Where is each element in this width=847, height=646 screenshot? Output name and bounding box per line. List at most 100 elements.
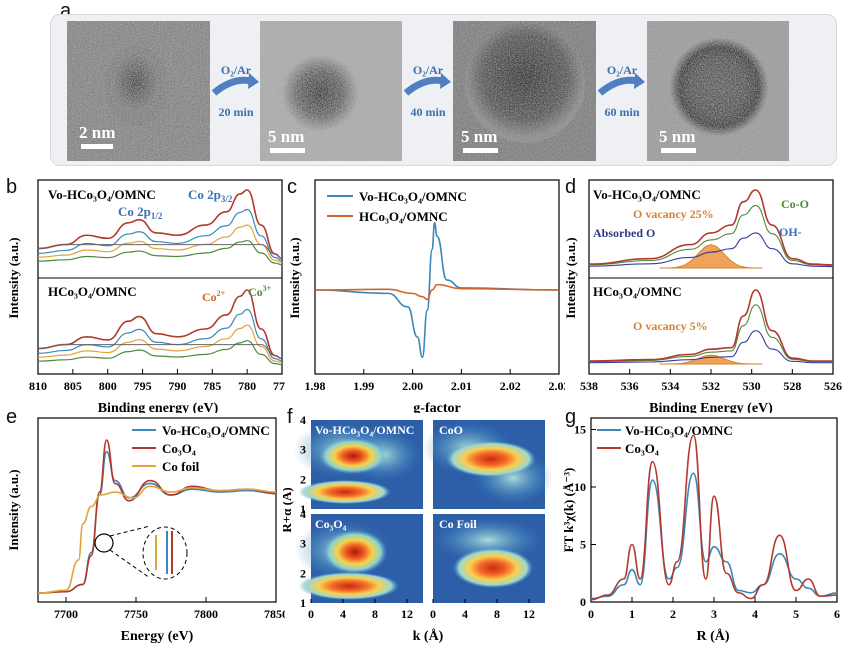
map-label: Co Foil [439, 517, 477, 531]
tem-image-3: 5 nm [453, 21, 596, 161]
y-axis-label: Intensity (a.u.) [563, 237, 578, 318]
y-axis-label: Intensity (a.u.) [6, 469, 21, 550]
y-tick-label: 0 [580, 595, 586, 609]
data-curve [588, 289, 834, 362]
x-tick-label: 2 [670, 607, 676, 621]
legend-label: Vo-HCo₃O₄/OMNC [625, 423, 733, 438]
y-tick-label: 2 [300, 566, 306, 580]
annotation-o-vacancy: O vacancy 25% [633, 207, 714, 221]
arrow-icon [597, 73, 645, 96]
legend-label: Vo-HCo₃O₄/OMNC [162, 423, 270, 438]
arrow-gas-label: O₂/Ar [606, 63, 638, 77]
wavelet-map-coo: CoO [423, 420, 553, 509]
y-axis-label: Intensity (a.u.) [6, 237, 21, 318]
x-tick-label: 7700 [54, 607, 78, 621]
x-tick-label: 1.98 [305, 379, 326, 393]
x-tick-label: 528 [783, 379, 801, 393]
arrow-time-label: 20 min [218, 105, 254, 119]
scale-bar [270, 148, 305, 153]
x-tick-label: 810 [29, 379, 47, 393]
tem-panel: 2 nm 5 nm 5 nm [50, 14, 837, 166]
arrow-gas-label: O₂/Ar [412, 63, 444, 77]
x-tick-label: 532 [702, 379, 720, 393]
annotation-co3: Co3+ [248, 284, 272, 299]
baseline [37, 244, 283, 260]
x-axis-label: Binding energy (eV) [98, 401, 219, 413]
scale-bar [661, 148, 696, 153]
x-tick-label: 534 [661, 379, 679, 393]
y-tick-label: 3 [300, 537, 306, 551]
arrow-time-label: 40 min [410, 105, 446, 119]
chart-f: Vo-HCo₃O₄/OMNC CoO Co₃O₄ Co Foil 0 4 8 12 0 4… [283, 413, 553, 644]
x-axis-label: g-factor [413, 401, 460, 413]
x-tick-label: 4 [752, 607, 758, 621]
baseline [37, 344, 283, 360]
x-tick-label: 2.00 [402, 379, 423, 393]
x-tick-label: 6 [834, 607, 840, 621]
x-tick-label: 8 [494, 607, 500, 621]
scale-label: 2 nm [79, 123, 116, 142]
x-tick-label: 530 [743, 379, 761, 393]
y-tick-label: 2 [300, 472, 306, 486]
map-label: Vo-HCo₃O₄/OMNC [315, 423, 414, 437]
x-tick-label: 785 [203, 379, 221, 393]
wavelet-map-vo-hco3o4: Vo-HCo₃O₄/OMNC [293, 420, 423, 509]
panel-label-f: f [287, 406, 293, 428]
scale-bar [463, 148, 498, 153]
y-tick-label: 15 [574, 423, 586, 437]
x-tick-label: 775 [273, 379, 285, 393]
x-tick-label: 805 [64, 379, 82, 393]
tem-image-1: 2 nm [67, 21, 210, 161]
x-tick-label: 3 [711, 607, 717, 621]
x-tick-label: 536 [621, 379, 639, 393]
x-tick-label: 790 [168, 379, 186, 393]
o-vacancy-peak [659, 244, 763, 269]
chart-e: 7700 7750 7800 7850 Vo-HCo₃O₄/OMNC Co₃O₄ Co… [6, 417, 285, 644]
annotation-co2: Co2+ [202, 289, 226, 304]
y-tick-label: 4 [300, 507, 306, 521]
scale-label: 5 nm [659, 127, 696, 146]
arrow-time-label: 60 min [604, 105, 640, 119]
fit-curve [37, 208, 283, 262]
scale-label: 5 nm [268, 127, 305, 146]
zoom-line [109, 549, 151, 579]
x-tick-label: 1 [629, 607, 635, 621]
x-tick-label: 526 [824, 379, 842, 393]
xanes-curve [37, 485, 277, 594]
exafs-curve [590, 434, 838, 601]
fit-curve [37, 240, 283, 266]
x-tick-label: 12 [401, 607, 413, 621]
annotation-absorbed-o: Absorbed O [593, 226, 655, 240]
y-tick-label: 1 [300, 502, 306, 516]
panel-label-g: g [565, 406, 577, 428]
fit-curve [37, 324, 283, 364]
y-axis-label: R+α (Å) [283, 487, 294, 532]
fit-curve [588, 205, 834, 267]
panel-label-c: c [287, 176, 297, 198]
zoom-inset [142, 526, 188, 580]
legend-label: Co₃O₄ [625, 441, 659, 456]
x-axis-label: k (Å) [413, 628, 444, 644]
y-axis-label: Intensity (a.u.) [287, 237, 302, 318]
arrow-gas-label: O₂/Ar [220, 63, 252, 77]
wavelet-map-co-foil: Co Foil [433, 514, 545, 603]
tem-image-4: 5 nm [647, 21, 789, 161]
y-tick-label: 10 [574, 480, 586, 494]
panel-label-b: b [6, 176, 18, 198]
x-tick-label: 0 [430, 607, 436, 621]
sample-label: Vo-HCo₃O₄/OMNC [48, 187, 156, 202]
fit-curve [588, 304, 833, 363]
x-tick-label: 0 [588, 607, 594, 621]
data-curve [37, 189, 283, 260]
zoom-source-circle [94, 533, 114, 553]
panel-label-d: d [565, 176, 577, 198]
tem-image-2: 5 nm [260, 21, 402, 161]
wavelet-map-co3o4: Co₃O₄ [295, 514, 423, 603]
fit-curve [37, 340, 283, 366]
y-tick-label: 3 [300, 443, 306, 457]
chart-c: 1.981.992.002.012.022.03 Vo-HCo₃O₄/OMNC … [287, 179, 565, 413]
sample-label: Vo-HCo₃O₄/OMNC [593, 187, 701, 202]
sample-label: HCo₃O₄/OMNC [593, 284, 682, 299]
x-tick-label: 4 [340, 607, 346, 621]
zoom-line [109, 525, 151, 537]
